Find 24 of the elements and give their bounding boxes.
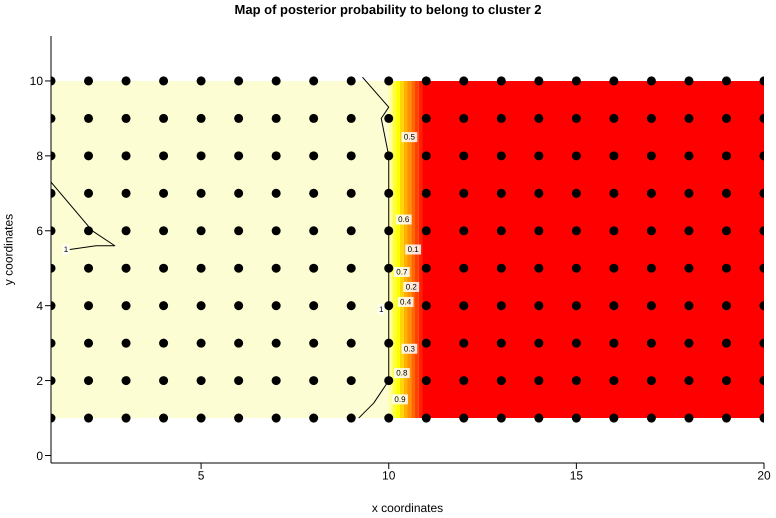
annotation: 0.2 (406, 282, 418, 292)
y-tick-label: 8 (36, 149, 44, 164)
annotation: 0.9 (394, 394, 406, 404)
x-tick-label: 10 (382, 468, 396, 483)
y-axis-title: y coordinates (1, 214, 16, 286)
annotation: 0.5 (404, 132, 416, 142)
y-tick-label: 10 (30, 74, 44, 88)
x-tick-label: 5 (198, 468, 205, 483)
annotation: 1 (379, 304, 384, 314)
x-axis-title: x coordinates (372, 501, 444, 515)
annotation: 0.6 (398, 215, 410, 224)
y-tick-label: 0 (36, 448, 44, 463)
annotation: 0.1 (408, 245, 420, 254)
annotation: 0.4 (400, 297, 412, 306)
y-tick-label: 4 (36, 298, 44, 313)
x-tick-label: 20 (757, 468, 771, 483)
chart-title: Map of posterior probability to belong to cluster 2 (234, 2, 542, 17)
annotation: 0.3 (404, 344, 416, 354)
x-tick-label: 15 (570, 468, 584, 483)
y-tick-label: 6 (36, 224, 44, 238)
y-tick-label: 2 (36, 374, 44, 388)
annotation: 0.7 (396, 267, 408, 276)
annotation: 0.8 (396, 368, 408, 378)
annotation: 1 (64, 245, 69, 254)
